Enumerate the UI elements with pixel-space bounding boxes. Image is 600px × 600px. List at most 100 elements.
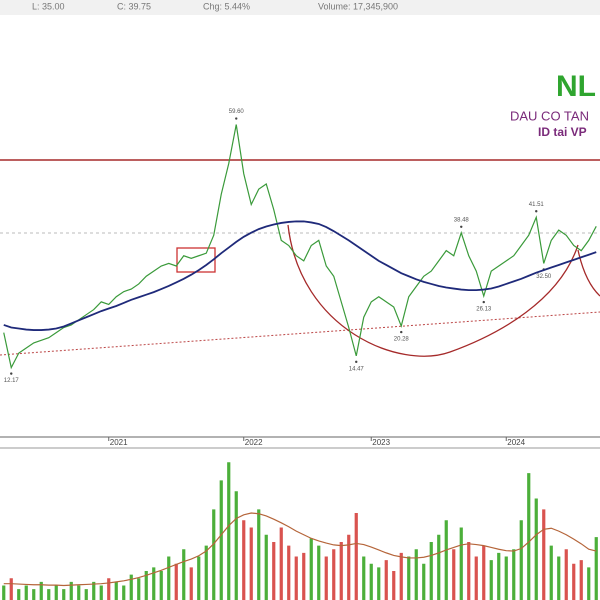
volume-bar bbox=[264, 534, 268, 600]
series-line bbox=[3, 220, 597, 331]
point-marker bbox=[10, 372, 13, 375]
header-volume: Volume: 17,345,900 bbox=[318, 1, 398, 11]
volume-bar bbox=[197, 556, 201, 600]
volume-bar bbox=[227, 462, 231, 600]
header-change: Chg: 5.44% bbox=[203, 1, 250, 11]
series-line bbox=[3, 124, 597, 370]
volume-bar bbox=[512, 549, 516, 600]
breakout-box bbox=[176, 247, 216, 273]
volume-bar bbox=[272, 542, 276, 600]
header-bar bbox=[0, 0, 600, 15]
chart-note: ID tai VP bbox=[538, 125, 587, 139]
volume-bar bbox=[234, 491, 238, 600]
volume-bar bbox=[549, 545, 553, 600]
handle-arc bbox=[577, 249, 600, 297]
x-tick-label: 2024 bbox=[507, 438, 525, 447]
cup-arc bbox=[287, 224, 579, 357]
volume-bar bbox=[84, 589, 88, 600]
volume-bar bbox=[482, 545, 486, 600]
value-label: 41.51 bbox=[529, 202, 545, 208]
volume-bar bbox=[144, 571, 148, 600]
volume-bar bbox=[107, 578, 111, 600]
volume-bar bbox=[294, 556, 298, 600]
value-label: 59.60 bbox=[229, 109, 245, 115]
value-label: 20.28 bbox=[394, 337, 410, 343]
volume-bar bbox=[92, 581, 96, 600]
point-marker bbox=[482, 300, 485, 304]
point-marker bbox=[460, 225, 463, 228]
volume-bar bbox=[542, 509, 546, 600]
volume-bar bbox=[47, 589, 51, 600]
point-marker bbox=[535, 210, 538, 213]
volume-bar bbox=[309, 538, 313, 600]
point-marker bbox=[355, 360, 358, 364]
volume-bar bbox=[212, 509, 216, 600]
volume-bar bbox=[17, 589, 21, 600]
volume-bar bbox=[114, 581, 118, 600]
volume-bar bbox=[587, 567, 591, 600]
volume-bar bbox=[444, 520, 448, 600]
x-tick-label: 2022 bbox=[245, 438, 263, 447]
volume-bar bbox=[579, 560, 583, 600]
volume-bar bbox=[362, 556, 366, 600]
volume-bar bbox=[527, 473, 531, 600]
volume-bar bbox=[437, 534, 441, 600]
volume-bar bbox=[369, 563, 373, 600]
x-tick-label: 2021 bbox=[110, 438, 128, 447]
volume-bar bbox=[302, 552, 306, 600]
chart-title: NL bbox=[556, 70, 596, 103]
volume-bar bbox=[204, 545, 208, 600]
volume-bar bbox=[594, 537, 598, 600]
volume-bar bbox=[287, 545, 291, 600]
volume-bar bbox=[354, 513, 358, 600]
volume-bar bbox=[324, 556, 328, 600]
volume-bar bbox=[347, 534, 351, 600]
volume-bar bbox=[279, 527, 283, 600]
volume-bar bbox=[182, 549, 186, 600]
volume-ma-line bbox=[3, 512, 597, 587]
header-close: C: 39.75 bbox=[117, 1, 151, 11]
volume-bar bbox=[257, 509, 261, 600]
volume-bar bbox=[174, 563, 178, 600]
volume-bar bbox=[422, 563, 426, 600]
volume-bar bbox=[167, 556, 171, 600]
point-marker bbox=[400, 330, 403, 334]
volume-bar bbox=[39, 581, 43, 600]
volume-bar bbox=[152, 567, 156, 600]
volume-bar bbox=[9, 578, 13, 600]
volume-bar bbox=[467, 542, 471, 600]
volume-bar bbox=[564, 549, 568, 600]
volume-bar bbox=[377, 567, 381, 600]
point-marker bbox=[235, 117, 238, 120]
volume-bar bbox=[24, 585, 28, 600]
volume-bar bbox=[137, 578, 141, 600]
volume-bar bbox=[407, 556, 411, 600]
volume-bar bbox=[54, 585, 58, 600]
volume-bar bbox=[504, 556, 508, 600]
volume-bar bbox=[429, 542, 433, 600]
volume-bar bbox=[69, 581, 73, 600]
volume-bar bbox=[122, 585, 126, 600]
volume-bar bbox=[2, 585, 6, 600]
volume-bar bbox=[332, 549, 336, 600]
value-label: 26.13 bbox=[476, 307, 492, 313]
volume-bar bbox=[32, 589, 36, 600]
volume-bar bbox=[534, 498, 538, 600]
volume-bar bbox=[242, 520, 246, 600]
volume-bar bbox=[414, 549, 418, 600]
value-label: 38.48 bbox=[454, 217, 470, 223]
value-label: 14.47 bbox=[349, 366, 365, 372]
volume-bar bbox=[339, 542, 343, 600]
volume-bar bbox=[62, 589, 66, 600]
chart-subtitle: DAU CO TAN bbox=[510, 108, 589, 123]
x-tick-label: 2023 bbox=[372, 438, 390, 447]
volume-bar bbox=[392, 571, 396, 600]
value-label: 12.17 bbox=[4, 378, 20, 384]
trend-line bbox=[0, 311, 600, 356]
volume-bar bbox=[489, 560, 493, 600]
volume-bar bbox=[99, 585, 103, 600]
header-low: L: 35.00 bbox=[32, 1, 65, 11]
volume-bar bbox=[572, 563, 576, 600]
volume-bar bbox=[557, 556, 561, 600]
